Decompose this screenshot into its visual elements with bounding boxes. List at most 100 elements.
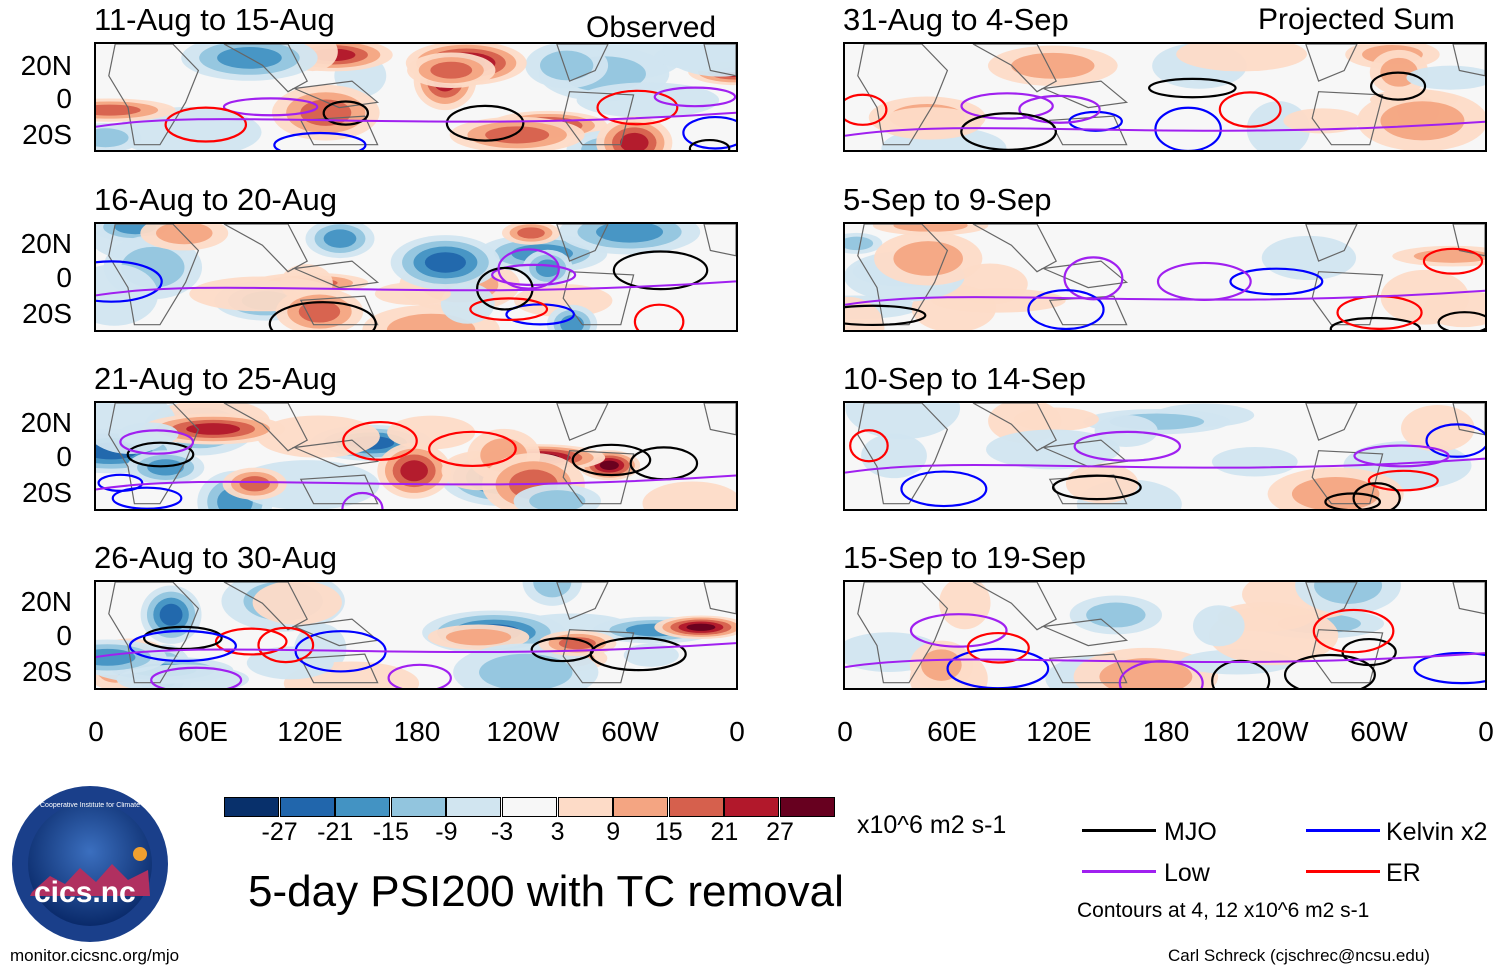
field-shading	[662, 44, 736, 77]
field-shading	[939, 582, 991, 630]
field-shading	[921, 649, 962, 681]
footer-url[interactable]: monitor.cicsnc.org/mjo	[10, 946, 180, 965]
lon-label-120e: 120E	[1026, 716, 1092, 747]
panel-title-proj-1: 31-Aug to 4-Sep	[843, 2, 1069, 37]
coastline	[556, 582, 609, 620]
coastline	[857, 403, 949, 505]
coastline	[1305, 44, 1358, 82]
panel-title-proj-3: 10-Sep to 14-Sep	[843, 361, 1087, 396]
contour-line	[845, 93, 888, 126]
map-panel-proj-1	[843, 42, 1487, 152]
lat-label-20n: 20N	[20, 407, 72, 438]
contour-line	[1051, 474, 1142, 501]
coastline	[292, 260, 380, 289]
legend-line-low	[1082, 870, 1156, 873]
coastline	[562, 271, 635, 326]
lat-label-20s: 20S	[22, 119, 72, 150]
field-shading	[845, 236, 874, 251]
contour-line-low	[845, 457, 1485, 474]
coastline	[292, 80, 380, 109]
field-shading	[159, 603, 183, 626]
contour-line	[1437, 311, 1485, 330]
map-panel-obs-2	[94, 222, 738, 332]
contour-line	[960, 112, 1057, 150]
field-shading	[599, 460, 619, 470]
contour-line	[1425, 423, 1485, 458]
field-shading	[576, 82, 720, 118]
contour-line	[1422, 247, 1484, 275]
lon-label-60w: 60W	[1350, 716, 1408, 747]
contour-line	[633, 303, 685, 330]
colorbar-tick-label: 27	[766, 818, 794, 846]
field-shading	[642, 481, 736, 509]
field-shading	[445, 629, 512, 646]
colorbar-tick-label: 15	[654, 818, 683, 846]
map-panel-obs-3	[94, 401, 738, 511]
map-field-svg	[96, 44, 736, 150]
lon-label-60e: 60E	[927, 716, 977, 747]
field-shading	[517, 227, 545, 239]
field-shading	[1013, 407, 1099, 432]
coastline	[972, 44, 1058, 93]
coastline	[1305, 224, 1358, 262]
map-field-svg	[96, 403, 736, 509]
lat-label-20n: 20N	[20, 50, 72, 81]
field-shading	[533, 582, 572, 598]
colorbar-units: x10^6 m2 s-1	[857, 811, 1007, 839]
coastline	[1311, 91, 1384, 146]
lon-label-180: 180	[393, 716, 441, 747]
contour-line	[960, 92, 1054, 120]
field-shading	[430, 61, 473, 79]
field-shading	[147, 459, 184, 476]
field-shading	[529, 490, 586, 509]
field-shading	[323, 229, 357, 248]
colorbar-box	[780, 797, 835, 817]
coastline	[703, 582, 736, 615]
coastline	[1452, 403, 1485, 436]
lat-label-20s: 20S	[22, 656, 72, 687]
coastline	[972, 582, 1058, 631]
contours-note: Contours at 4, 12 x10^6 m2 s-1	[1077, 899, 1370, 922]
coastline	[972, 403, 1058, 452]
contour-line	[273, 131, 367, 150]
lon-label-0: 0	[837, 716, 853, 747]
contour-line	[682, 115, 736, 150]
panel-title-obs-2: 16-Aug to 20-Aug	[94, 182, 338, 217]
contour-line	[445, 104, 525, 142]
contour-line	[946, 647, 1050, 688]
lon-label-120w: 120W	[1235, 716, 1309, 747]
map-field-svg	[845, 582, 1485, 688]
panel-title-proj-4: 15-Sep to 19-Sep	[843, 540, 1087, 575]
colorbar-tick-label: -21	[317, 818, 354, 846]
coastline	[1041, 80, 1129, 109]
lon-label-180: 180	[1142, 716, 1190, 747]
lon-label-60e: 60E	[178, 716, 228, 747]
field-shading	[1065, 463, 1139, 504]
coastline	[857, 44, 949, 146]
contour-line	[909, 613, 1008, 648]
lon-label-0: 0	[88, 716, 104, 747]
contour-line	[257, 626, 315, 664]
contour-line	[1312, 608, 1395, 654]
contour-line	[849, 429, 889, 463]
field-shading	[96, 264, 158, 326]
contour-line	[1218, 91, 1282, 128]
projected-label: Projected Sum	[1258, 3, 1455, 36]
logo-text: cics.nc	[34, 876, 136, 909]
field-shading	[686, 623, 716, 631]
colorbar-box	[502, 797, 557, 817]
lat-label-20s: 20S	[22, 298, 72, 329]
colorbar-tick-label: 21	[710, 818, 739, 846]
map-field-svg	[845, 44, 1485, 150]
map-field-svg	[845, 224, 1485, 330]
contour-line	[111, 486, 183, 509]
contour-line	[1413, 651, 1485, 685]
coastline	[556, 44, 609, 82]
panel-title-obs-4: 26-Aug to 30-Aug	[94, 540, 338, 575]
lat-label-eq: 0	[56, 441, 72, 472]
lat-label-eq: 0	[56, 83, 72, 114]
contour-line-low	[96, 642, 736, 659]
contour-line-low	[96, 474, 736, 491]
contour-line-low	[845, 652, 1485, 669]
field-shading	[1283, 108, 1362, 134]
